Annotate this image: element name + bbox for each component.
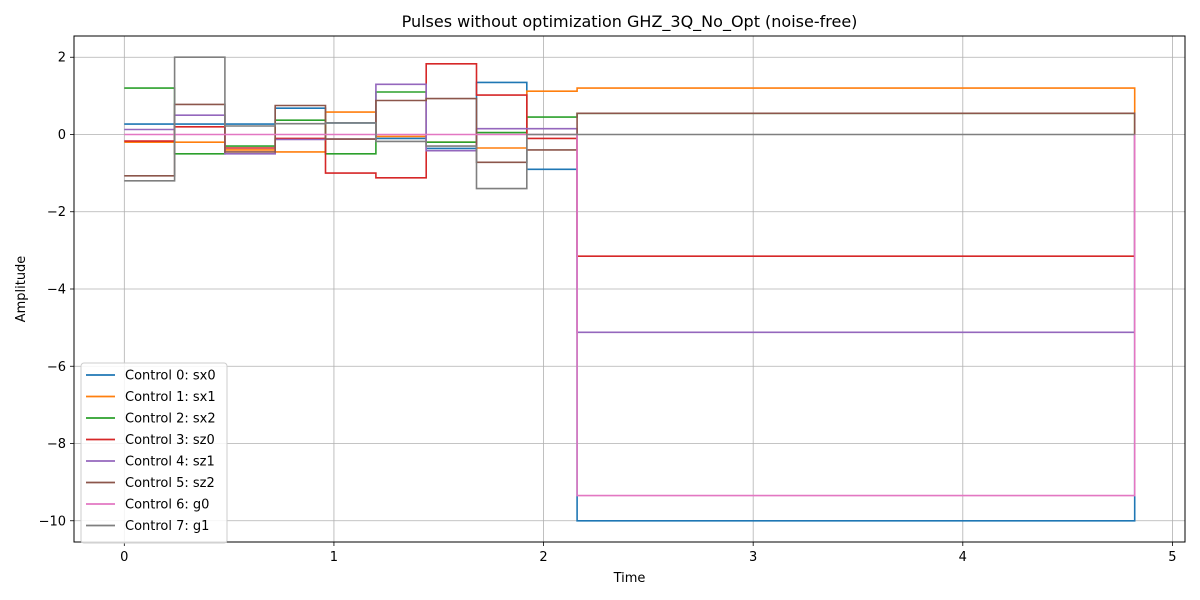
y-tick-label: −2 [47, 205, 66, 220]
x-tick-label: 2 [539, 550, 547, 565]
legend-entry-label: Control 2: sx2 [125, 412, 216, 427]
legend-entry-label: Control 7: g1 [125, 519, 209, 534]
x-tick-label: 5 [1168, 550, 1176, 565]
y-tick-label: −4 [47, 283, 66, 298]
axis-ticks: 0 1 2 3 4 5 −10 −8 −6 −4 −2 0 2 [39, 51, 1177, 565]
y-axis-title: Amplitude [14, 256, 29, 323]
legend-entry-label: Control 0: sx0 [125, 369, 216, 384]
x-tick-label: 4 [959, 550, 967, 565]
y-tick-label: −10 [39, 514, 66, 529]
legend-entry-label: Control 3: sz0 [125, 433, 215, 448]
series-line-1 [124, 87, 1136, 153]
y-tick-label: 0 [58, 128, 66, 143]
legend-entry-label: Control 6: g0 [125, 498, 209, 513]
chart-title: Pulses without optimization GHZ_3Q_No_Op… [402, 12, 858, 32]
y-tick-label: −6 [47, 360, 66, 375]
legend-entry-label: Control 4: sz1 [125, 455, 215, 470]
x-axis-title: Time [613, 571, 646, 586]
legend: Control 0: sx0 Control 1: sx1 Control 2: s… [80, 362, 228, 544]
series-line-6 [124, 133, 1136, 497]
x-tick-label: 1 [330, 550, 338, 565]
x-tick-label: 0 [120, 550, 128, 565]
y-tick-label: 2 [58, 51, 66, 66]
legend-box [80, 362, 228, 544]
series-group [124, 56, 1136, 522]
legend-entry-label: Control 5: sz2 [125, 476, 215, 491]
series-line-7 [124, 56, 1135, 190]
x-tick-label: 3 [749, 550, 757, 565]
y-tick-label: −8 [47, 437, 66, 452]
legend-entry-label: Control 1: sx1 [125, 390, 216, 405]
